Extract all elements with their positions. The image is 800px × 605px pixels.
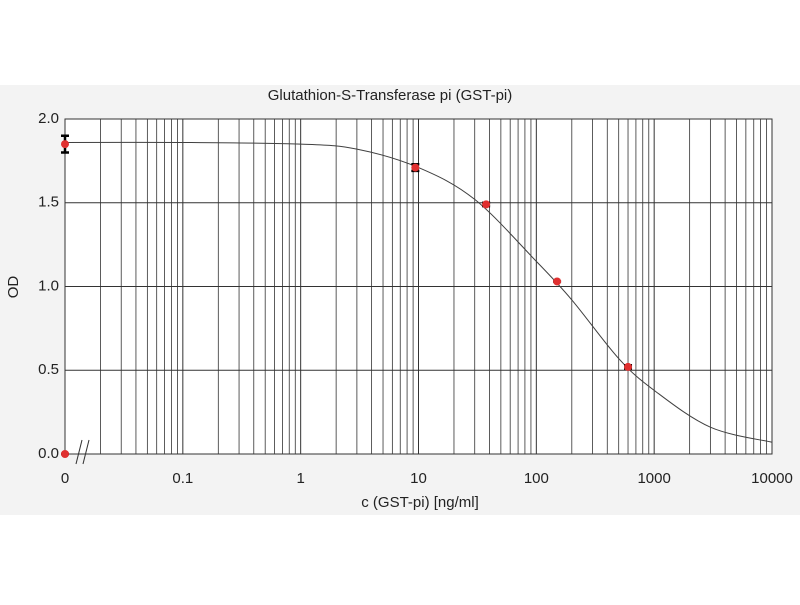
plot-frame xyxy=(64,118,773,455)
data-point xyxy=(411,163,420,172)
y-axis-label: OD xyxy=(5,276,22,299)
x-tick-label: 0 xyxy=(61,470,69,487)
axis-break xyxy=(75,439,90,465)
chart-title: Glutathion-S-Transferase pi (GST-pi) xyxy=(268,87,513,104)
fit-curve xyxy=(64,141,773,443)
y-tick-label: 2.0 xyxy=(38,110,59,127)
x-tick-label: 10 xyxy=(410,470,427,487)
data-point xyxy=(61,450,69,458)
y-tick-label: 1.5 xyxy=(38,194,59,211)
x-tick-label: 10000 xyxy=(751,470,793,487)
y-tick-label: 1.0 xyxy=(38,277,59,294)
x-tick-label: 100 xyxy=(524,470,549,487)
axis-break-mark xyxy=(75,439,83,465)
data-point xyxy=(553,277,562,286)
axis-break-mark xyxy=(82,439,90,465)
x-tick-label: 0.1 xyxy=(172,470,193,487)
data-point xyxy=(482,200,491,209)
data-point xyxy=(61,140,69,149)
x-axis-label: c (GST-pi) [ng/ml] xyxy=(361,494,479,511)
y-tick-label: 0.5 xyxy=(38,361,59,378)
data-point xyxy=(624,362,633,371)
y-tick-label: 0.0 xyxy=(38,445,59,462)
x-tick-label: 1000 xyxy=(637,470,670,487)
x-tick-label: 1 xyxy=(296,470,304,487)
